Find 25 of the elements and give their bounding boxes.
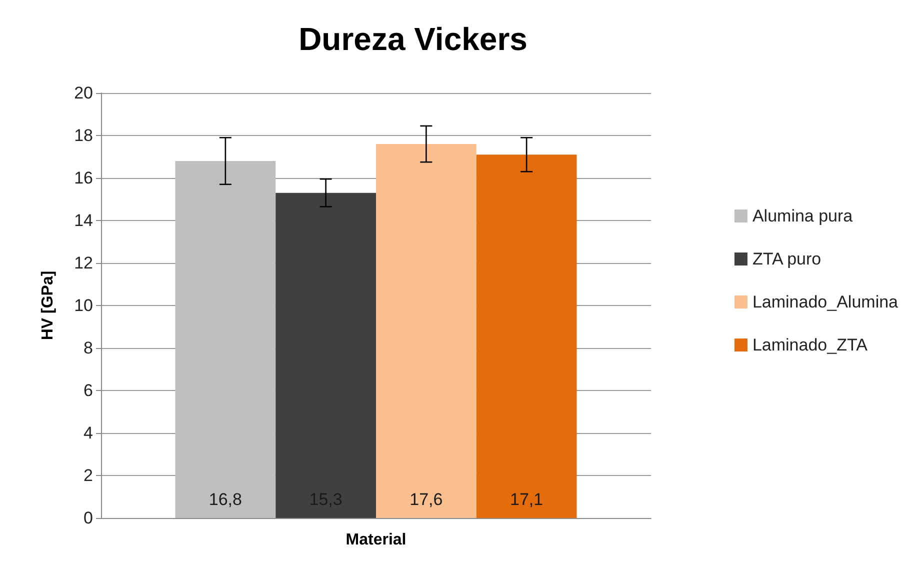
y-tick-label: 10 [74,296,93,315]
y-tick-label: 4 [84,424,93,442]
y-tick-label: 12 [74,254,93,272]
bar [276,192,376,518]
bar [476,154,577,518]
y-tick-label: 0 [84,508,93,528]
x-axis-title: Material [346,532,406,548]
data-label: 17,1 [510,490,544,509]
bar [376,144,476,518]
y-tick-label: 8 [84,338,93,358]
chart-title: Dureza Vickers [298,21,528,57]
data-label: 16,8 [208,490,242,509]
legend-label: Alumina pura [752,206,854,226]
legend-label: Laminado_ZTA [752,336,868,354]
y-tick-label: 6 [84,381,93,400]
bar [175,161,276,518]
y-tick-label: 14 [74,211,93,230]
data-label: 17,6 [410,490,443,509]
legend-label: ZTA puro [752,250,822,268]
legend-label: Laminado_Alumina [752,292,899,312]
y-axis-title: HV [GPa] [40,270,56,340]
y-tick-label: 2 [84,466,93,485]
y-tick-label: 18 [74,126,93,145]
y-tick-label: 16 [74,168,93,188]
y-tick-label: 20 [74,84,93,102]
